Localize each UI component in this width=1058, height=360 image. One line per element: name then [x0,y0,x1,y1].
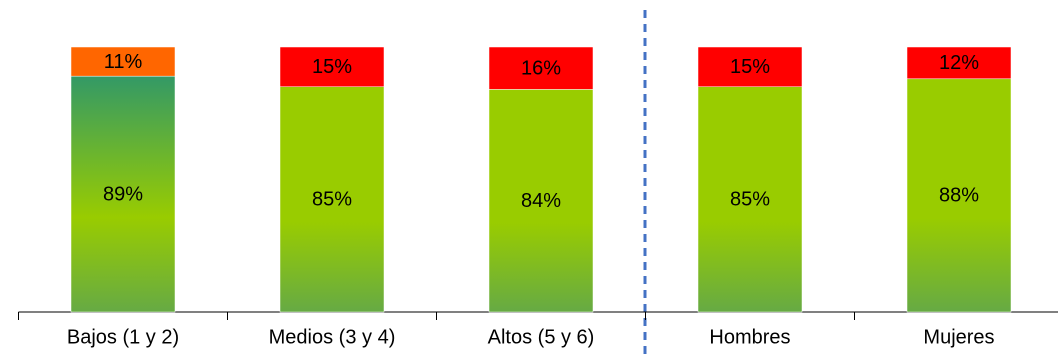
bar-segment [70,75,176,313]
value-label: 15% [312,56,352,78]
bar-segment [906,46,1012,80]
bar-segment [70,46,176,77]
bar-segment [697,86,803,313]
value-label: 84% [521,190,561,212]
bar-segment [488,46,594,90]
value-label: 89% [103,183,143,205]
bar-segment [279,86,385,313]
value-label: 11% [104,51,143,73]
x-tick-label: Altos (5 y 6) [488,326,595,348]
value-label: 12% [939,52,979,74]
bar-segment [488,89,594,313]
bar-segment [697,46,803,87]
value-label: 16% [521,57,561,79]
x-tick-label: Medios (3 y 4) [269,326,396,348]
x-tick-label: Mujeres [923,326,994,348]
value-label: 15% [730,56,770,78]
x-tick-label: Bajos (1 y 2) [67,326,179,348]
value-label: 85% [312,189,352,211]
value-label: 88% [939,185,979,207]
bar-segment [279,46,385,87]
value-label: 85% [730,189,770,211]
x-tick-label: Hombres [709,326,790,348]
bar-segment [906,78,1012,313]
